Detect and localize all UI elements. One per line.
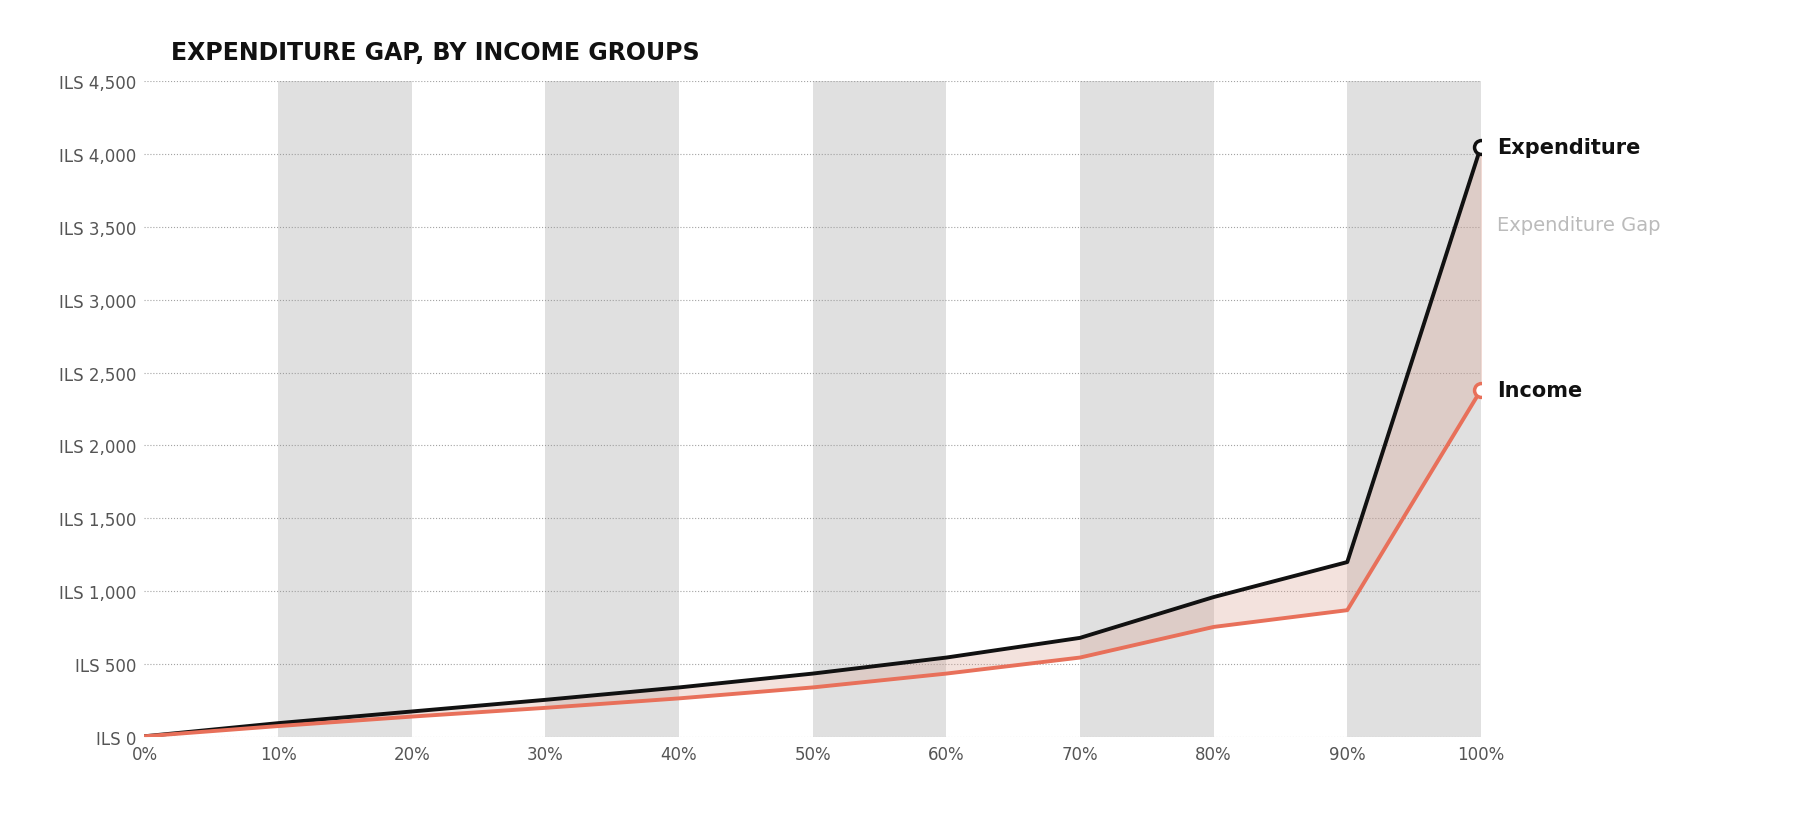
- Text: Expenditure: Expenditure: [1496, 138, 1639, 157]
- Bar: [812, 82, 946, 737]
- Bar: [278, 82, 412, 737]
- Text: Expenditure Gap: Expenditure Gap: [1496, 216, 1659, 235]
- Bar: [545, 82, 679, 737]
- Bar: [1347, 82, 1480, 737]
- Bar: [1079, 82, 1213, 737]
- Text: EXPENDITURE GAP, BY INCOME GROUPS: EXPENDITURE GAP, BY INCOME GROUPS: [171, 41, 700, 65]
- Text: Income: Income: [1496, 381, 1581, 400]
